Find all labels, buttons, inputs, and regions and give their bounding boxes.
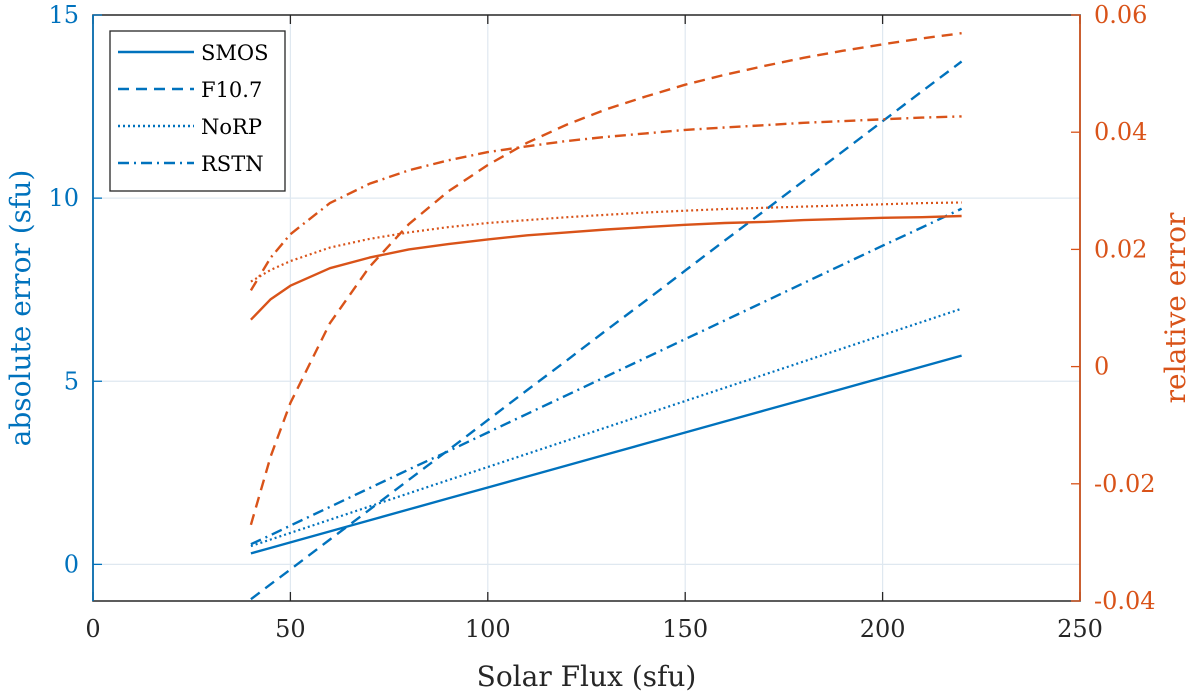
series-f107-left bbox=[250, 60, 963, 601]
axis-ticks: 0 50 100 150 200 250 bbox=[85, 15, 1103, 643]
right-y-axis: -0.04 -0.02 0 0.02 0.04 0.06 bbox=[1071, 1, 1156, 615]
right-y-tick-label: 0.02 bbox=[1094, 235, 1147, 263]
grid-lines bbox=[93, 15, 1080, 601]
legend-label-f107: F10.7 bbox=[201, 78, 262, 102]
legend-label-rstn: RSTN bbox=[201, 152, 264, 176]
x-tick-label: 0 bbox=[85, 615, 100, 643]
left-y-axis-title: absolute error (sfu) bbox=[4, 170, 37, 447]
series-smos-right bbox=[250, 214, 962, 321]
series-smos-left bbox=[250, 354, 962, 555]
legend-label-norp: NoRP bbox=[201, 115, 262, 139]
left-y-tick-label: 5 bbox=[64, 367, 79, 395]
x-tick-label: 200 bbox=[860, 615, 906, 643]
right-y-tick-label: 0 bbox=[1094, 353, 1109, 381]
x-tick-label: 100 bbox=[465, 615, 511, 643]
series-norp-right bbox=[250, 201, 962, 283]
x-axis-title: Solar Flux (sfu) bbox=[477, 660, 697, 693]
left-y-tick-label: 10 bbox=[48, 184, 79, 212]
left-y-tick-label: 15 bbox=[48, 1, 79, 29]
left-y-axis: 0 5 10 15 bbox=[48, 1, 102, 601]
series-norp-left bbox=[250, 307, 962, 548]
series-layer bbox=[249, 32, 963, 601]
series-f107-right bbox=[249, 32, 962, 526]
series-rstn-right bbox=[249, 115, 962, 292]
right-y-axis-title: relative error bbox=[1159, 212, 1192, 403]
legend-label-smos: SMOS bbox=[201, 41, 269, 65]
x-tick-label: 150 bbox=[662, 615, 708, 643]
series-rstn-left bbox=[250, 207, 963, 546]
x-tick-label: 50 bbox=[275, 615, 306, 643]
right-y-tick-label: 0.06 bbox=[1094, 1, 1147, 29]
legend[interactable]: SMOS F10.7 NoRP RSTN bbox=[109, 30, 286, 192]
right-y-tick-label: -0.02 bbox=[1094, 470, 1156, 498]
right-y-tick-label: 0.04 bbox=[1094, 118, 1147, 146]
legend-box bbox=[109, 30, 286, 192]
left-y-tick-label: 0 bbox=[64, 550, 79, 578]
x-tick-label: 250 bbox=[1057, 615, 1103, 643]
right-y-tick-label: -0.04 bbox=[1094, 587, 1156, 615]
